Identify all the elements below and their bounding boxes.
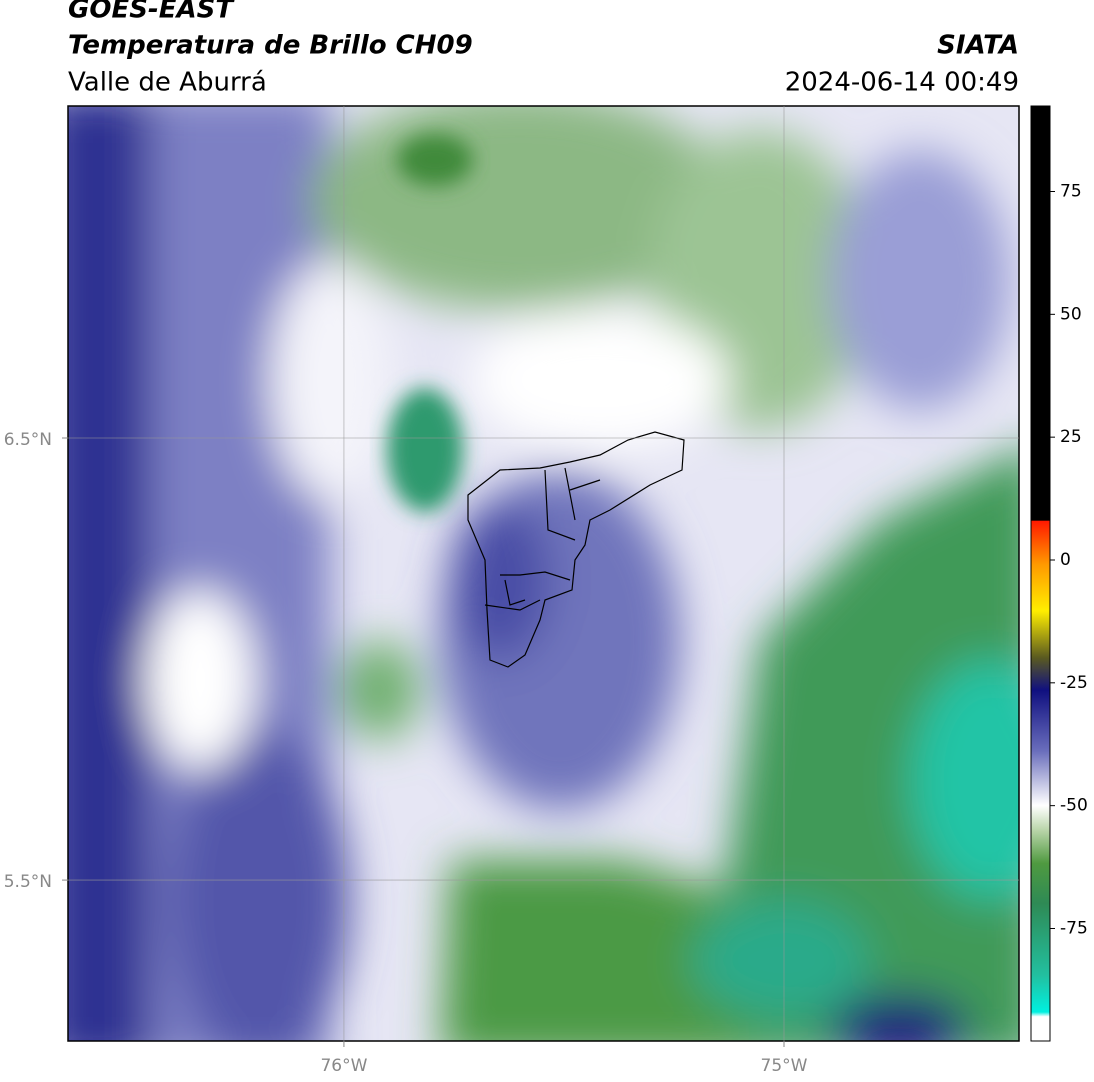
colorbar <box>1030 105 1051 1042</box>
subtitle: Temperatura de Brillo CH09 <box>68 31 473 61</box>
colorbar-tick-label: -25 <box>1060 673 1088 693</box>
colorbar-tick-label: 0 <box>1060 550 1071 570</box>
datetime: 2024-06-14 00:49 <box>785 68 1019 98</box>
title: GOES-EAST <box>68 0 235 25</box>
colorbar-tick-label: -50 <box>1060 796 1088 816</box>
region: Valle de Aburrá <box>68 68 267 98</box>
colorbar-tick-label: 75 <box>1060 181 1082 201</box>
colorbar-tick-label: 50 <box>1060 304 1082 324</box>
x-tick-label: 76°W <box>320 1056 367 1076</box>
map-frame <box>67 105 1020 1042</box>
source: SIATA <box>937 31 1019 61</box>
y-tick-label: 5.5°N <box>4 872 52 892</box>
municipal-boundaries <box>467 431 685 668</box>
colorbar-tick-label: 25 <box>1060 427 1082 447</box>
colorbar-tick-label: -75 <box>1060 918 1088 938</box>
x-tick-label: 75°W <box>761 1056 808 1076</box>
satellite-image <box>68 106 1019 1041</box>
y-tick-label: 6.5°N <box>4 430 52 450</box>
